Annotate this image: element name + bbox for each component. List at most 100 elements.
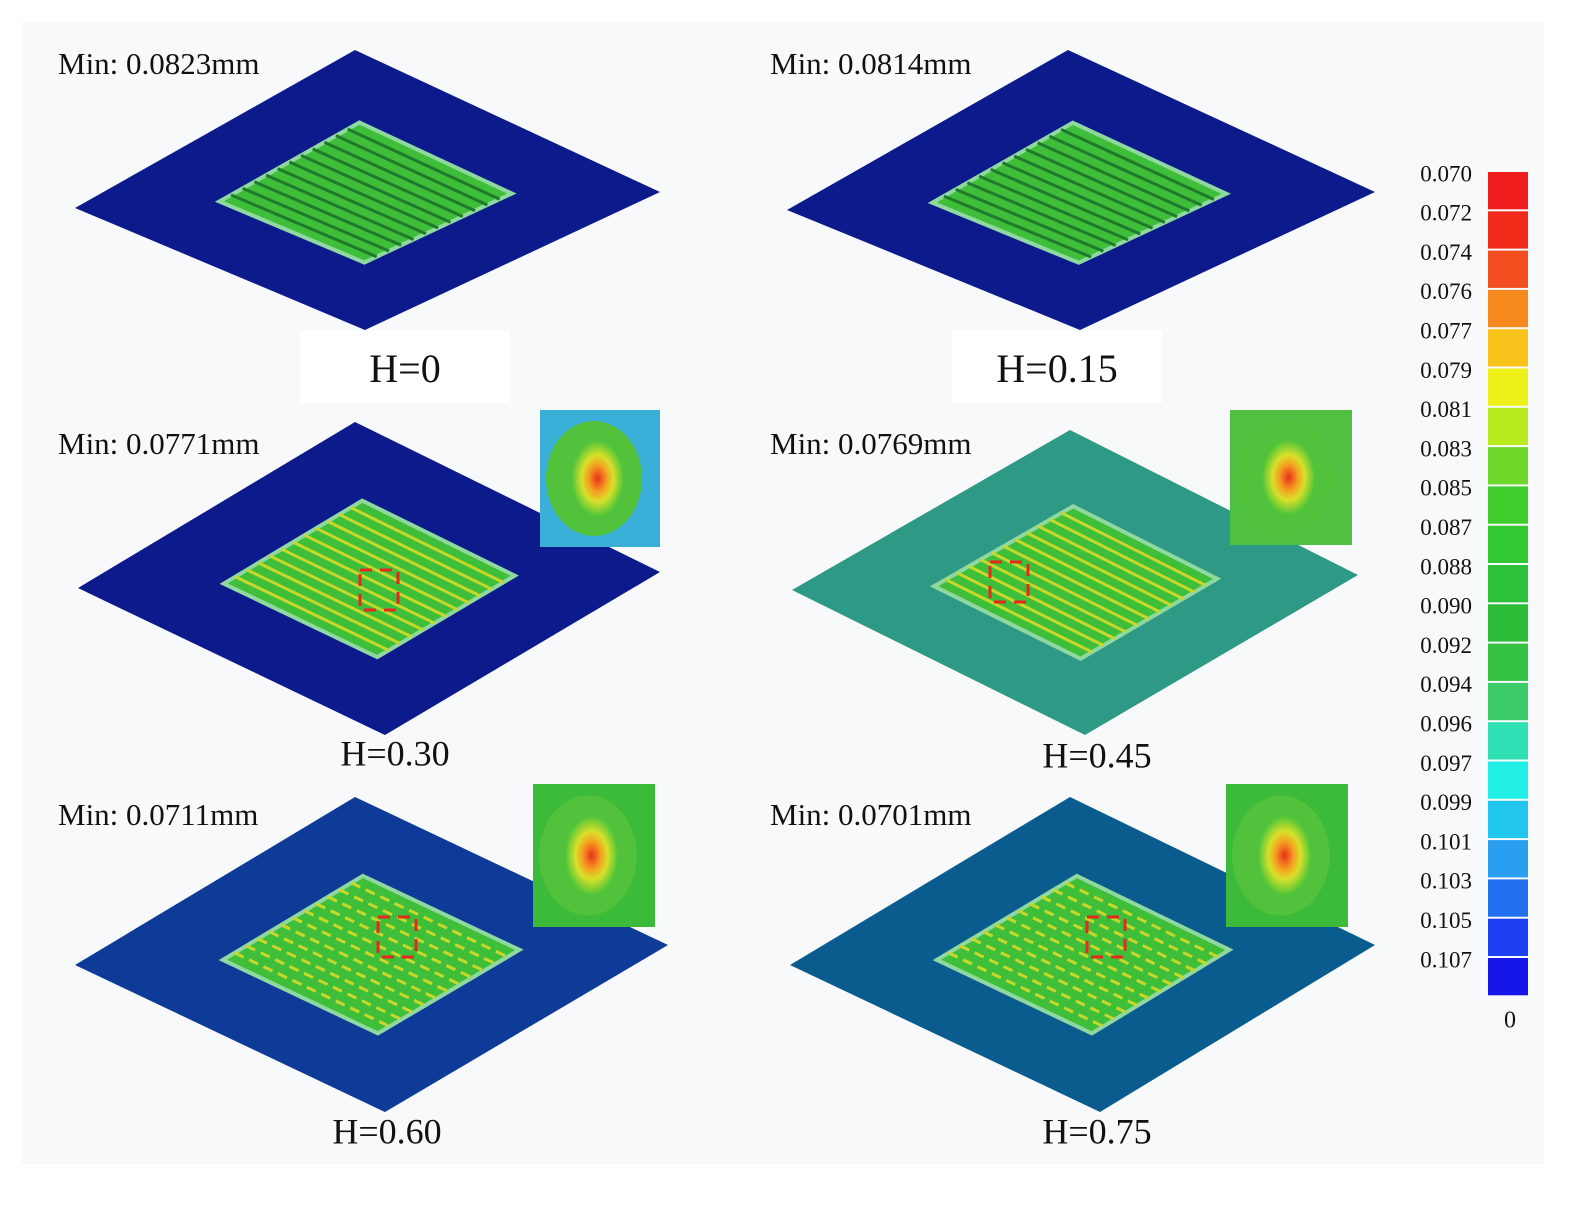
colorbar-segment xyxy=(1488,329,1528,367)
stripe xyxy=(300,154,452,224)
stripe xyxy=(947,951,1104,1028)
stripe xyxy=(979,558,1127,634)
stripe xyxy=(234,575,390,652)
min-label: Min: 0.0701mm xyxy=(770,797,972,832)
caption-box xyxy=(300,331,510,403)
stripe xyxy=(350,881,509,959)
stripe xyxy=(246,568,401,645)
stripe xyxy=(991,551,1139,627)
min-label: Min: 0.0814mm xyxy=(770,46,972,81)
stripe xyxy=(1014,538,1161,614)
colorbar-segment xyxy=(1488,958,1528,996)
stripe xyxy=(1052,888,1208,966)
colorbar-segment xyxy=(1488,486,1528,524)
stripe xyxy=(315,526,470,605)
colorbar-label: 0.088 xyxy=(1420,554,1472,579)
stripe xyxy=(1048,134,1203,207)
colorbar-label: 0.087 xyxy=(1420,515,1472,540)
colorbar-segment xyxy=(1488,289,1528,328)
stripe xyxy=(277,167,427,236)
caption: H=0.75 xyxy=(1042,1111,1151,1151)
stripe xyxy=(978,174,1129,242)
colorbar-label: 0.105 xyxy=(1420,908,1472,933)
stripe xyxy=(269,554,424,632)
colorbar-label: 0.101 xyxy=(1420,829,1472,854)
stripe xyxy=(242,186,390,253)
stripe xyxy=(956,571,1105,647)
min-label: Min: 0.0771mm xyxy=(58,426,260,461)
inset-hotspot xyxy=(564,815,619,896)
colorbar-bottom-label: 0 xyxy=(1504,1008,1516,1034)
colorbar-segment xyxy=(1488,800,1528,839)
colorbar-label: 0.079 xyxy=(1420,358,1472,383)
stripe xyxy=(257,561,413,639)
colorbar-label: 0.107 xyxy=(1420,947,1472,972)
colorbar-segment xyxy=(1488,368,1528,406)
colorbar-label: 0.097 xyxy=(1420,751,1472,776)
inset-hotspot xyxy=(571,440,624,517)
stripe xyxy=(303,533,459,611)
stripe xyxy=(1037,141,1190,213)
min-label: Min: 0.0711mm xyxy=(58,797,258,832)
caption: H=0.15 xyxy=(996,346,1117,391)
stripe xyxy=(327,895,485,973)
stripe xyxy=(230,193,378,259)
colorbar-segment xyxy=(1488,761,1528,799)
caption: H=0 xyxy=(369,346,440,391)
colorbar-segment xyxy=(1488,211,1528,249)
stripe xyxy=(1049,518,1196,594)
stripe xyxy=(968,564,1116,641)
colorbar-segment xyxy=(1488,172,1528,210)
stripe xyxy=(335,134,488,207)
stripe xyxy=(1002,544,1150,621)
colorbar-label: 0.103 xyxy=(1420,869,1472,894)
colorbar-segment xyxy=(1488,525,1528,563)
colorbar-segment xyxy=(1488,840,1528,878)
colorbar-label: 0.081 xyxy=(1420,397,1472,422)
stripe xyxy=(1064,881,1219,959)
colorbar-segment xyxy=(1488,250,1528,288)
stripe xyxy=(350,506,504,584)
stripe xyxy=(1029,902,1185,980)
stripe xyxy=(971,937,1127,1014)
stripe xyxy=(315,902,473,980)
stripe xyxy=(265,173,415,241)
stripe xyxy=(312,147,464,218)
colorbar-label: 0.076 xyxy=(1420,279,1472,304)
stripe xyxy=(338,888,497,966)
colorbar-label: 0.074 xyxy=(1420,240,1472,265)
stripe xyxy=(959,944,1116,1021)
colorbar-segment xyxy=(1488,407,1528,446)
colorbar-segment xyxy=(1488,604,1528,642)
colorbar-segment xyxy=(1488,565,1528,603)
colorbar-label: 0.077 xyxy=(1420,318,1472,343)
stripe xyxy=(1037,524,1184,601)
stripe xyxy=(943,194,1092,259)
inset-hotspot xyxy=(1261,439,1316,516)
stripe xyxy=(1060,128,1215,201)
colorbar-label: 0.092 xyxy=(1420,633,1472,658)
colorbar-label: 0.083 xyxy=(1420,436,1472,461)
stripe xyxy=(257,937,414,1014)
stripe xyxy=(1025,148,1178,219)
colorbar-segment xyxy=(1488,447,1528,485)
caption: H=0.60 xyxy=(332,1111,441,1151)
stripe xyxy=(268,930,426,1007)
caption: H=0.45 xyxy=(1042,735,1151,775)
min-label: Min: 0.0823mm xyxy=(58,46,260,81)
stripe xyxy=(323,140,476,213)
colorbar-label: 0.070 xyxy=(1420,161,1472,186)
caption-box xyxy=(952,331,1162,403)
stripe xyxy=(347,127,501,201)
stripe xyxy=(292,540,447,618)
stripe xyxy=(966,181,1117,247)
colorbar-label: 0.072 xyxy=(1420,201,1472,226)
colorbar-label: 0.099 xyxy=(1420,790,1472,815)
stripe xyxy=(982,930,1139,1007)
stripe xyxy=(245,944,403,1021)
stripe xyxy=(945,578,1093,654)
colorbar-segment xyxy=(1488,643,1528,681)
stripe xyxy=(292,916,450,993)
colorbar-segment xyxy=(1488,879,1528,917)
stripe xyxy=(303,909,462,987)
